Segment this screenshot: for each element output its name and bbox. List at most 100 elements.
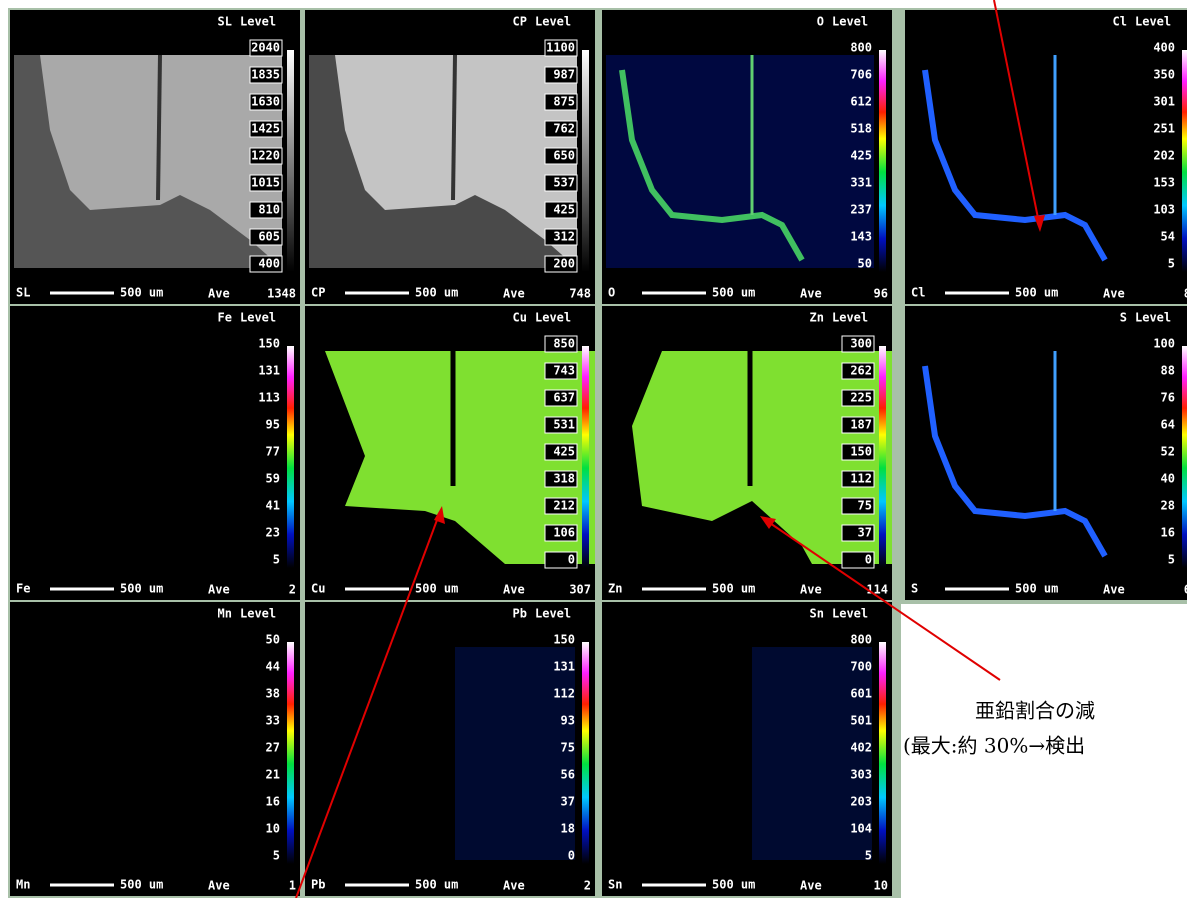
ave-value: 1 [289,879,296,893]
ave-value: 96 [874,287,888,301]
element-label: Sn [608,878,622,892]
annotation: 亜鉛割合の減 [975,699,1095,723]
scale-label: 500 um [120,286,163,300]
level-value: 75 [858,499,872,513]
scale-label: 500 um [1015,582,1058,596]
level-value: 1835 [251,68,280,82]
ave-label: Ave [503,879,525,893]
element-label: S [1120,311,1127,325]
level-value: 37 [858,526,872,540]
level-value: 425 [553,203,575,217]
level-value: 113 [258,391,280,405]
level-value: 400 [258,257,280,271]
level-value: 5 [273,553,280,567]
ave-value: 114 [866,583,888,597]
element-label: Mn [16,878,30,892]
ave-value: 2 [584,879,591,893]
color-bar [582,346,589,568]
level-value: 95 [266,418,280,432]
ave-label: Ave [800,583,822,597]
level-value: 153 [1153,176,1175,190]
element-label: O [608,286,615,300]
level-value: 5 [273,849,280,863]
level-value: 203 [850,795,872,809]
level-value: 100 [1153,337,1175,351]
scale-label: 500 um [712,286,755,300]
level-header: Level [240,311,276,325]
ave-value: 307 [569,583,591,597]
level-value: 400 [1153,41,1175,55]
map-panel: FeLevel15013111395775941235Fe500 umAve2 [10,306,300,600]
ave-label: Ave [800,287,822,301]
ave-value: 1348 [267,287,296,301]
color-bar [879,642,886,864]
level-value: 1220 [251,149,280,163]
level-header: Level [832,15,868,29]
scale-label: 500 um [712,878,755,892]
level-value: 76 [1161,391,1175,405]
color-bar [582,50,589,272]
level-value: 10 [266,822,280,836]
level-value: 5 [1168,257,1175,271]
color-bar [1182,346,1187,568]
level-value: 106 [553,526,575,540]
ave-label: Ave [1103,583,1125,597]
level-value: 212 [553,499,575,513]
level-value: 987 [553,68,575,82]
level-value: 40 [1161,472,1175,486]
level-value: 1630 [251,95,280,109]
level-value: 1425 [251,122,280,136]
level-value: 650 [553,149,575,163]
level-value: 50 [266,633,280,647]
level-value: 88 [1161,364,1175,378]
level-value: 601 [850,687,872,701]
element-label: Zn [608,582,622,596]
level-value: 5 [865,849,872,863]
scale-label: 500 um [1015,286,1058,300]
panel-background [10,602,300,896]
level-value: 37 [561,795,575,809]
level-value: 200 [553,257,575,271]
level-value: 237 [850,203,872,217]
level-value: 350 [1153,68,1175,82]
level-value: 743 [553,364,575,378]
level-value: 318 [553,472,575,486]
level-value: 64 [1161,418,1175,432]
level-value: 262 [850,364,872,378]
ave-label: Ave [503,583,525,597]
level-value: 1100 [546,41,575,55]
level-header: Level [535,607,571,621]
level-value: 537 [553,176,575,190]
ave-label: Ave [1103,287,1125,301]
color-bar [287,50,294,272]
level-value: 28 [1161,499,1175,513]
level-value: 75 [561,741,575,755]
element-label: Cu [311,582,325,596]
element-label: O [817,15,824,29]
element-label: Fe [16,582,30,596]
level-value: 93 [561,714,575,728]
level-value: 41 [266,499,280,513]
level-value: 59 [266,472,280,486]
ave-value: 748 [569,287,591,301]
level-value: 27 [266,741,280,755]
level-value: 56 [561,768,575,782]
level-value: 131 [553,660,575,674]
level-value: 501 [850,714,872,728]
level-value: 301 [1153,95,1175,109]
level-value: 150 [553,633,575,647]
level-value: 402 [850,741,872,755]
ave-label: Ave [503,287,525,301]
level-value: 331 [850,176,872,190]
level-value: 762 [553,122,575,136]
element-label: Pb [311,878,325,892]
level-value: 225 [850,391,872,405]
map-image [606,55,874,268]
level-value: 50 [858,257,872,271]
element-label: Pb [513,607,527,621]
